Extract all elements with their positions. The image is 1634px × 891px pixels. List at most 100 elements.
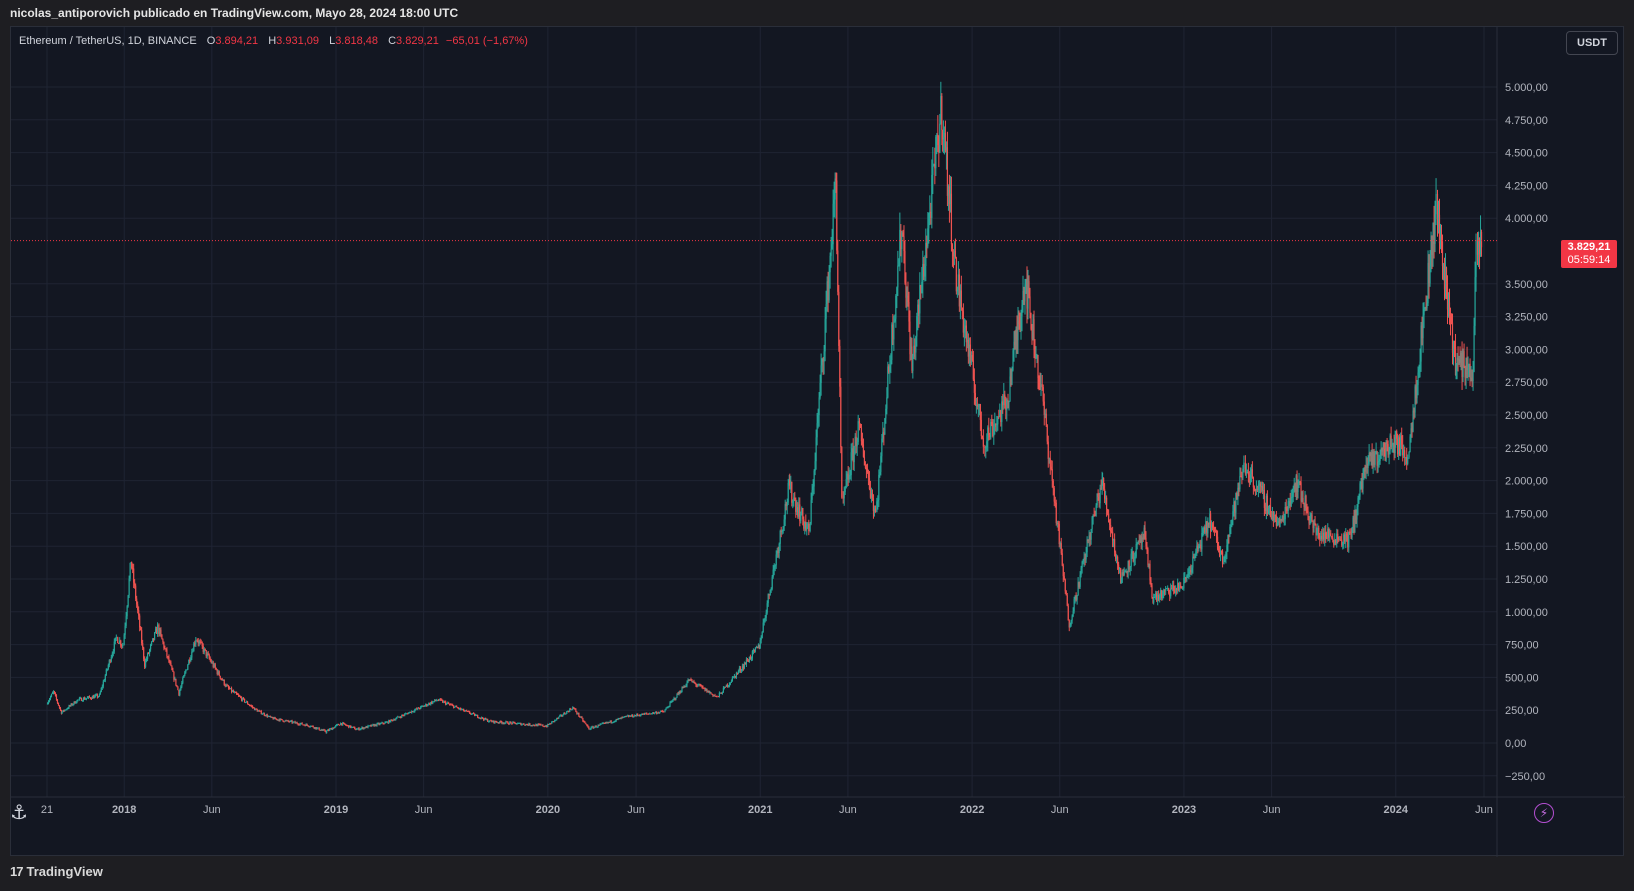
candle-body — [1418, 369, 1420, 373]
candle-body — [819, 382, 821, 398]
candle-body — [1141, 537, 1143, 544]
candle-body — [86, 697, 89, 699]
candle-body — [581, 716, 583, 719]
candle-body — [661, 710, 663, 712]
candle-body — [234, 692, 237, 694]
candle-body — [873, 508, 876, 512]
candle-body — [800, 514, 802, 521]
candle-body — [408, 712, 410, 714]
candle-body — [424, 705, 426, 707]
candle-body — [1182, 588, 1184, 590]
candle-body — [462, 708, 464, 710]
candle-body — [939, 123, 941, 153]
candle-body — [339, 724, 341, 726]
candle-body — [577, 713, 579, 715]
brand[interactable]: 17 TradingView — [10, 864, 103, 879]
candle-body — [99, 691, 101, 695]
candle-body — [1121, 572, 1123, 583]
candle-body — [722, 687, 725, 693]
candle-body — [665, 708, 667, 710]
candle-body — [747, 660, 750, 662]
candle-body — [643, 713, 645, 715]
candle-body — [475, 715, 477, 717]
candle-body — [62, 710, 64, 713]
candle-body — [1342, 541, 1344, 546]
candle-body — [1234, 501, 1236, 513]
candle-body — [815, 437, 817, 462]
candle-body — [562, 715, 564, 717]
candle-body — [1341, 539, 1343, 546]
candle-body — [1034, 349, 1036, 358]
candle-body — [1061, 553, 1063, 566]
candle-body — [437, 700, 439, 702]
anchor-icon[interactable]: ⚓ — [10, 802, 28, 824]
candle-body — [366, 726, 368, 728]
candle-body — [957, 274, 959, 290]
candle-body — [381, 722, 383, 724]
currency-button[interactable]: USDT — [1566, 31, 1618, 55]
candle-body — [558, 716, 560, 719]
candle-body — [1226, 545, 1228, 553]
candle-body — [704, 687, 706, 691]
candle-body — [1144, 527, 1146, 538]
candle-body — [1350, 532, 1352, 538]
candle-body — [1192, 556, 1194, 568]
candle-body — [1438, 214, 1441, 244]
candle-body — [986, 441, 988, 448]
candle-body — [483, 718, 485, 720]
candle-body — [730, 681, 733, 683]
candle-body — [1274, 515, 1276, 517]
candle-body — [791, 481, 793, 503]
candle-body — [859, 423, 862, 428]
chart-area[interactable]: 5.000,00 4.750,00 4.500,00 4.250,00 4.000,00… — [10, 26, 1625, 857]
candle-body — [932, 165, 934, 176]
candle-body — [1269, 505, 1271, 517]
candle-body — [420, 706, 422, 709]
candle-body — [1334, 539, 1336, 545]
candle-body — [854, 436, 856, 447]
candle-body — [648, 713, 650, 715]
candle-body — [165, 648, 167, 650]
candle-body — [203, 648, 205, 652]
candle-body — [1091, 517, 1093, 530]
bolt-icon[interactable]: ⚡ — [1534, 803, 1554, 823]
candle-body — [611, 722, 613, 724]
candle-body — [269, 716, 271, 718]
candle-body — [508, 723, 510, 725]
candle-body — [1319, 537, 1321, 540]
candle-body — [1102, 477, 1104, 480]
candle-body — [1466, 358, 1468, 370]
candle-body — [1004, 394, 1006, 398]
candle-body — [1390, 435, 1392, 447]
candle-body — [731, 677, 734, 682]
candle-body — [598, 724, 600, 726]
candle-body — [1429, 266, 1431, 284]
candle-body — [46, 703, 49, 705]
candle-body — [945, 147, 948, 151]
candle-body — [311, 725, 313, 727]
candle-body — [1480, 231, 1483, 248]
candle-body — [1105, 497, 1107, 499]
candle-body — [280, 718, 282, 720]
candle-body — [201, 642, 203, 647]
candle-body — [524, 724, 526, 726]
candle-body — [496, 721, 498, 723]
candle-body — [320, 729, 322, 731]
candle-body — [1415, 386, 1417, 399]
candle-body — [1216, 536, 1219, 549]
candle-body — [1273, 515, 1275, 521]
candle-body — [1162, 594, 1164, 599]
candle-body — [1051, 469, 1053, 481]
candle-body — [843, 491, 845, 499]
candle-body — [1451, 322, 1454, 353]
candle-body — [954, 250, 957, 258]
candle-body — [1281, 516, 1283, 521]
candle-body — [1196, 545, 1198, 552]
candle-body — [857, 421, 859, 442]
candle-body — [1403, 450, 1405, 456]
y-tick-label: 500,00 — [1505, 672, 1539, 684]
price-chart[interactable]: 5.000,00 4.750,00 4.500,00 4.250,00 4.000,00… — [11, 27, 1625, 857]
symbol-name[interactable]: Ethereum / TetherUS, 1D, BINANCE — [19, 35, 197, 47]
candle-body — [258, 710, 260, 712]
candle-body — [388, 720, 390, 724]
